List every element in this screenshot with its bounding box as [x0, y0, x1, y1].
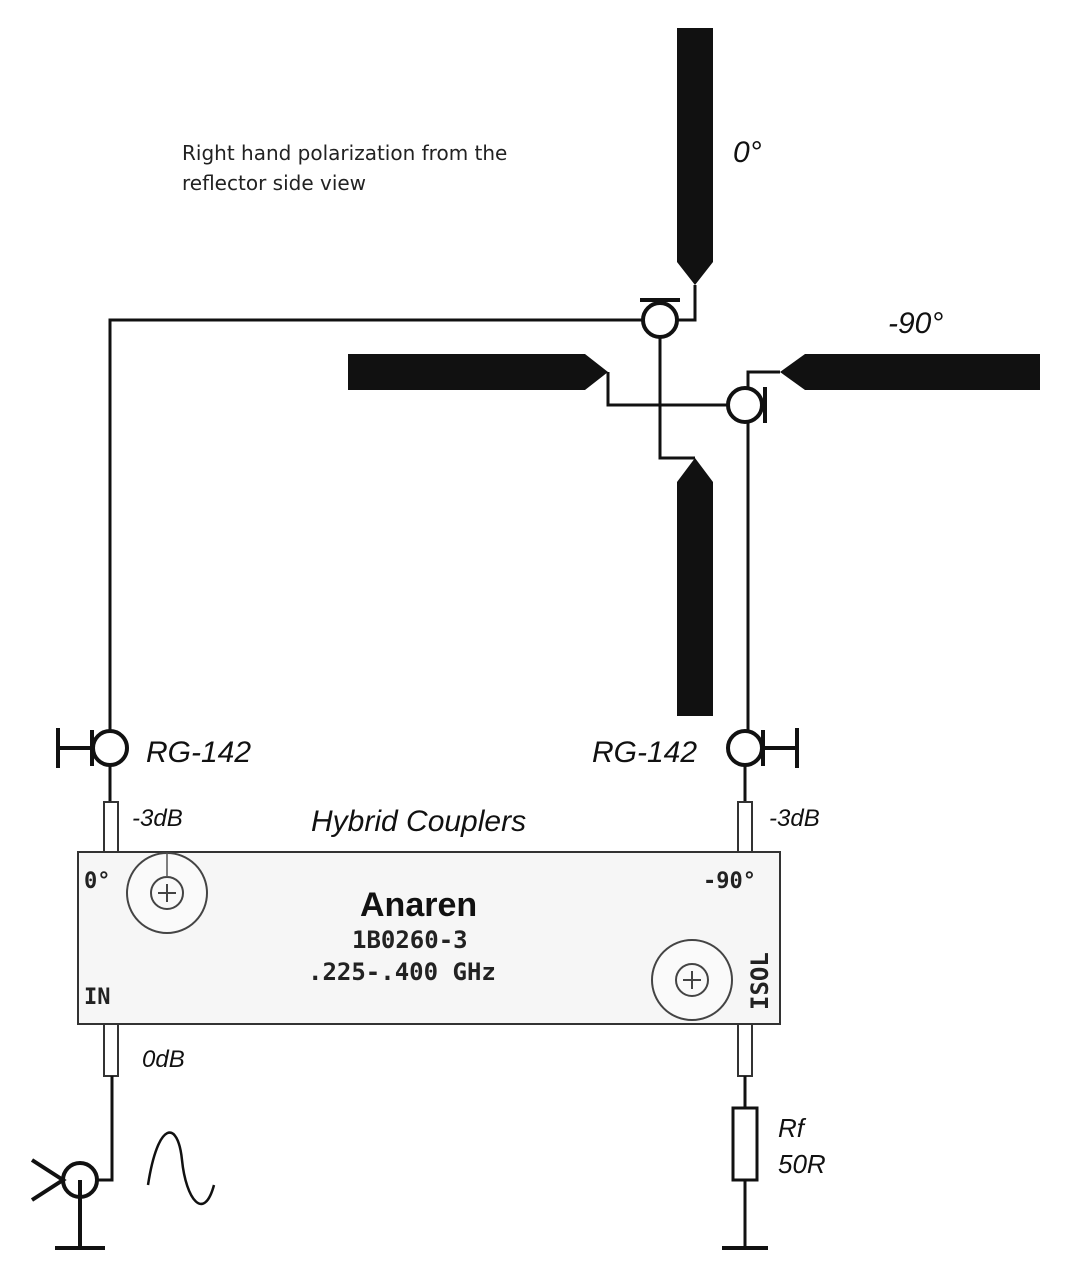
level-label-left: -3dB: [132, 805, 183, 832]
coupler-frequency: .225-.400 GHz: [308, 958, 496, 986]
input-source: [30, 1076, 216, 1250]
coax-connector-icon: [726, 729, 764, 767]
coupler-pin-in: [103, 1023, 119, 1077]
dipole-elements: [348, 28, 1040, 716]
hybrid-coupler-body: [77, 851, 781, 1025]
port-label-0deg: 0°: [84, 869, 111, 894]
dipole-right-element: [780, 354, 1040, 390]
left-rg142-connector: [56, 728, 129, 768]
port-label-in: IN: [84, 985, 111, 1010]
dipole-top-element: [677, 28, 713, 285]
coax-connector-icon: [641, 301, 679, 339]
isolation-termination: [722, 1076, 768, 1250]
left-element-feed: [606, 372, 727, 407]
coupler-pin-isol: [737, 1023, 753, 1077]
coupler-model: 1B0260-3: [352, 926, 468, 954]
coax-label-left: RG-142: [146, 736, 251, 769]
right-rg142-connector: [726, 728, 799, 768]
polarization-note-line1: Right hand polarization from the: [182, 141, 507, 165]
coax-label-right: RG-142: [592, 736, 697, 769]
coupler-pin-90deg: [737, 801, 753, 853]
coupler-brand: Anaren: [360, 886, 477, 924]
input-wire: [98, 1076, 114, 1182]
port-label-isol: ISOL: [746, 952, 774, 1010]
right-element-feed: [746, 370, 780, 388]
coupler-pin-0deg: [103, 801, 119, 853]
port-label-90deg: -90°: [703, 869, 756, 894]
coupler-title: Hybrid Couplers: [311, 805, 526, 838]
dipole-left-element: [348, 354, 608, 390]
phase-label-right: -90°: [888, 307, 943, 340]
left-feed-line: [108, 318, 643, 731]
coax-connector-icon: [726, 386, 764, 424]
resistor-icon: [731, 1106, 759, 1182]
feed-wiring: [108, 285, 780, 731]
top-balun-connector: [640, 298, 680, 339]
right-balun-connector: [726, 386, 767, 424]
phase-label-top: 0°: [733, 136, 762, 169]
coax-connector-icon: [91, 729, 129, 767]
input-port-arrow: [30, 1158, 67, 1202]
top-balun-to-bottom: [658, 338, 695, 460]
level-label-right: -3dB: [769, 805, 820, 832]
polarization-note-line2: reflector side view: [182, 171, 366, 195]
resistor-name: Rf: [778, 1113, 807, 1143]
dipole-bottom-element: [677, 458, 713, 716]
level-label-input: 0dB: [142, 1046, 185, 1073]
sine-wave-icon: [146, 1131, 216, 1206]
resistor-value: 50R: [778, 1149, 826, 1179]
top-element-feed: [677, 285, 697, 322]
